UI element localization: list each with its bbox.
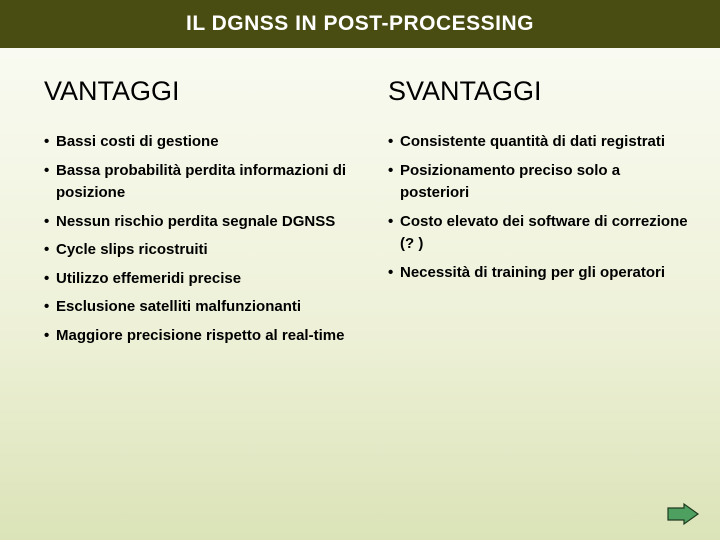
title-bar: IL DGNSS IN POST-PROCESSING xyxy=(0,0,720,48)
list-item: Consistente quantità di dati registrati xyxy=(388,131,692,154)
list-item: Cycle slips ricostruiti xyxy=(44,239,348,262)
next-slide-button[interactable] xyxy=(666,502,700,526)
arrow-right-icon xyxy=(666,502,700,526)
list-item: Posizionamento preciso solo a posteriori xyxy=(388,160,692,205)
advantages-list: Bassi costi di gestione Bassa probabilit… xyxy=(44,131,348,347)
slide: IL DGNSS IN POST-PROCESSING VANTAGGI Bas… xyxy=(0,0,720,540)
advantages-heading: VANTAGGI xyxy=(44,76,348,107)
list-item: Esclusione satelliti malfunzionanti xyxy=(44,296,348,319)
list-item: Costo elevato dei software di correzione… xyxy=(388,211,692,256)
slide-title: IL DGNSS IN POST-PROCESSING xyxy=(186,12,534,36)
advantages-column: VANTAGGI Bassi costi di gestione Bassa p… xyxy=(44,76,348,353)
list-item: Nessun rischio perdita segnale DGNSS xyxy=(44,211,348,234)
disadvantages-list: Consistente quantità di dati registrati … xyxy=(388,131,692,284)
content-area: VANTAGGI Bassi costi di gestione Bassa p… xyxy=(0,48,720,353)
disadvantages-heading: SVANTAGGI xyxy=(388,76,692,107)
list-item: Necessità di training per gli operatori xyxy=(388,262,692,285)
disadvantages-column: SVANTAGGI Consistente quantità di dati r… xyxy=(388,76,692,353)
list-item: Bassi costi di gestione xyxy=(44,131,348,154)
list-item: Bassa probabilità perdita informazioni d… xyxy=(44,160,348,205)
list-item: Maggiore precisione rispetto al real-tim… xyxy=(44,325,348,348)
list-item: Utilizzo effemeridi precise xyxy=(44,268,348,291)
